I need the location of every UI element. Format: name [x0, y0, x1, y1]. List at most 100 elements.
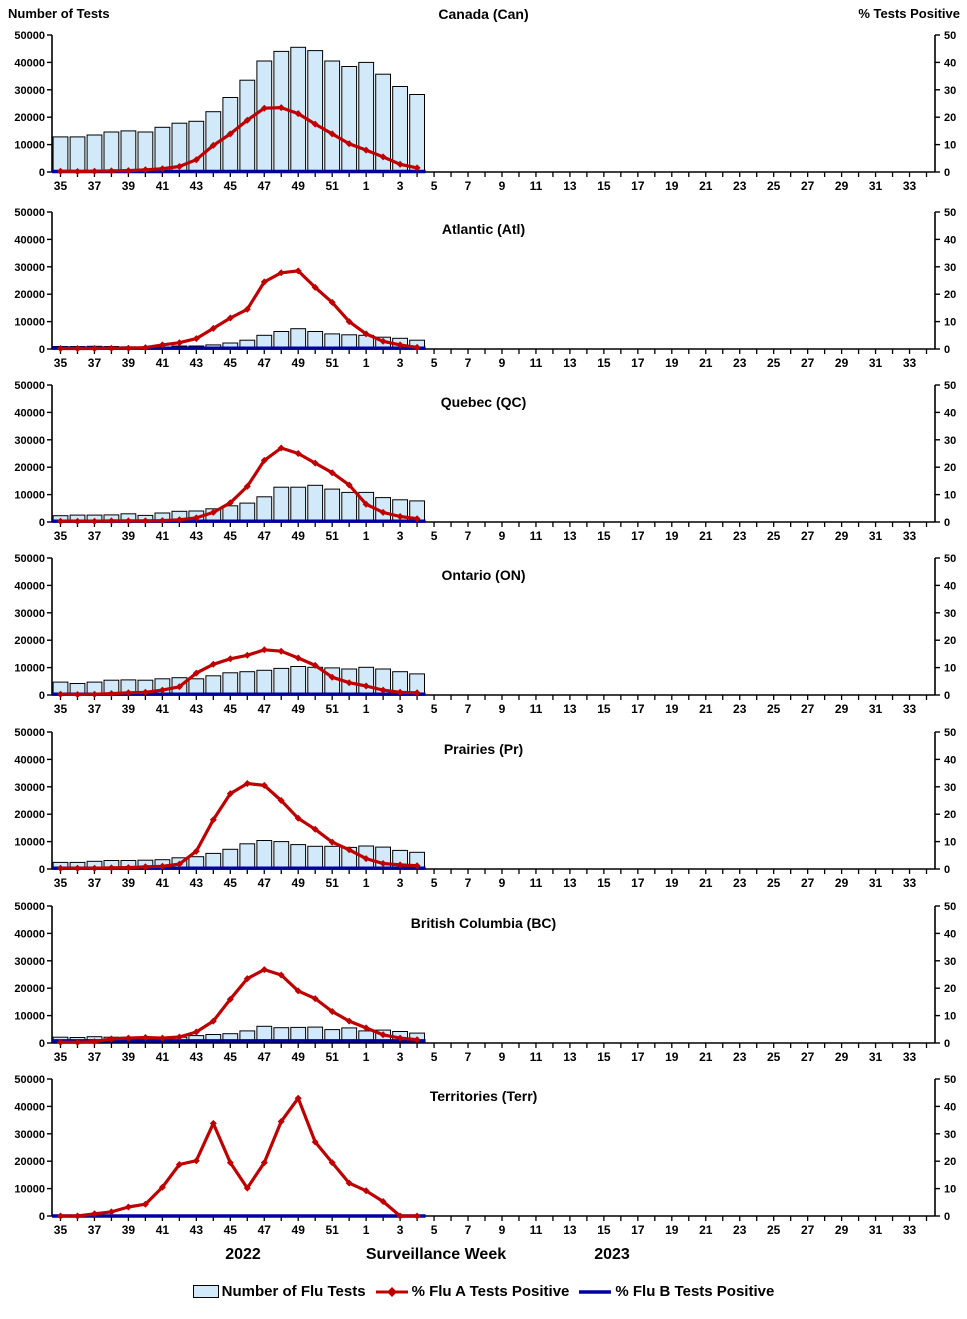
bar: [324, 488, 341, 523]
y-right-tick-label: 20: [944, 1156, 956, 1168]
flu-a-marker: [124, 1203, 132, 1211]
y-left-tick-label: 30000: [14, 956, 45, 968]
flu-a-marker: [260, 966, 268, 974]
flu-a-marker: [209, 324, 217, 332]
flu-a-marker: [345, 140, 353, 148]
x-tick-label: 39: [122, 702, 136, 716]
x-tick-label: 39: [122, 179, 136, 193]
x-tick-label: 9: [499, 179, 506, 193]
y-right-tick-label: 0: [944, 517, 950, 529]
x-tick-label: 43: [190, 356, 204, 370]
x-tick-label: 13: [563, 529, 577, 543]
x-tick-label: 11: [530, 702, 543, 716]
flu-a-marker: [91, 167, 98, 175]
panel-title-territories: Territories (Terr): [429, 1088, 538, 1104]
y-left-tick-label: 40000: [14, 407, 45, 419]
y-left-tick-label: 10000: [14, 837, 45, 849]
x-tick-label: 17: [631, 356, 645, 370]
y-left-tick-label: 20000: [14, 809, 45, 821]
flu-a-marker: [192, 847, 200, 855]
x-tick-label: 5: [431, 876, 438, 890]
flu-a-marker: [362, 1187, 370, 1195]
x-tick-label: 47: [258, 702, 272, 716]
flu-a-marker: [107, 1035, 115, 1043]
flu-a-marker: [74, 168, 81, 175]
flu-a-marker: [413, 1212, 421, 1220]
x-tick-label: 45: [224, 876, 238, 890]
x-tick-label: 9: [499, 1223, 506, 1237]
legend-item-flu-b: % Flu B Tests Positive: [578, 1283, 774, 1300]
x-tick-label: 3: [397, 702, 404, 716]
y-right-tick-label: 0: [944, 690, 950, 702]
flu-a-marker: [396, 688, 404, 696]
flu-a-marker: [57, 1212, 64, 1220]
flu-a-marker: [396, 513, 404, 520]
year-label-2023: 2023: [594, 1246, 630, 1263]
x-tick-label: 29: [835, 1050, 849, 1064]
bar: [137, 131, 154, 173]
flu-a-marker: [226, 314, 234, 322]
y-left-tick-label: 30000: [14, 782, 45, 794]
year-label-2022: 2022: [225, 1246, 261, 1263]
flu-a-marker: [107, 864, 115, 872]
y-left-tick-label: 50000: [14, 553, 45, 565]
flu-a-marker: [192, 1157, 200, 1165]
flu-a-marker: [362, 855, 370, 863]
x-tick-label: 7: [465, 356, 472, 370]
flu-a-marker: [243, 305, 251, 313]
x-tick-label: 5: [431, 356, 438, 370]
x-tick-label: 15: [597, 1223, 611, 1237]
x-tick-label: 13: [563, 702, 577, 716]
flu-a-marker: [277, 1118, 285, 1125]
x-tick-label: 25: [767, 1223, 781, 1237]
flu-a-marker: [311, 661, 319, 669]
x-tick-label: 25: [767, 529, 781, 543]
bar: [256, 669, 273, 696]
bar: [239, 671, 256, 696]
x-tick-label: 1: [363, 1223, 370, 1237]
x-tick-label: 19: [665, 702, 679, 716]
flu-a-marker: [362, 1024, 370, 1032]
x-tick-label: 49: [292, 356, 306, 370]
x-tick-label: 45: [224, 356, 238, 370]
flu-a-marker: [243, 482, 251, 490]
y-right-tick-label: 20: [944, 112, 956, 124]
flu-a-marker: [74, 517, 81, 525]
x-tick-label: 23: [733, 356, 747, 370]
y-right-tick-label: 30: [944, 608, 956, 620]
flu-a-marker: [57, 345, 64, 352]
y-left-tick-label: 30000: [14, 85, 45, 97]
x-tick-label: 51: [326, 1223, 340, 1237]
x-tick-label: 5: [431, 179, 438, 193]
y-right-tick-label: 50: [944, 553, 956, 565]
flu-a-markers: [57, 267, 421, 352]
test-count-bars: [52, 840, 426, 870]
x-tick-label: 3: [397, 1223, 404, 1237]
y-left-tick-label: 40000: [14, 1101, 45, 1113]
x-tick-label: 43: [190, 1050, 204, 1064]
flu-a-marker: [175, 1161, 183, 1168]
flu-a-marker: [226, 130, 234, 138]
x-tick-label: 19: [665, 179, 679, 193]
flu-a-marker: [328, 1159, 336, 1167]
flu-a-marker: [175, 339, 183, 347]
x-tick-label: 1: [363, 179, 370, 193]
bar: [256, 496, 273, 523]
y-left-tick-label: 30000: [14, 262, 45, 274]
flu-a-marker: [74, 691, 81, 698]
bar: [273, 667, 290, 696]
bar: [273, 841, 290, 870]
bar: [324, 845, 341, 870]
x-tick-label: 7: [465, 876, 472, 890]
panel-title-canada: Canada (Can): [438, 6, 529, 22]
x-tick-label: 27: [801, 1050, 815, 1064]
bar: [273, 50, 290, 173]
legend-label-flu-a: % Flu A Tests Positive: [411, 1283, 570, 1300]
flu-a-marker: [124, 517, 132, 525]
y-right-tick-label: 30: [944, 85, 956, 97]
x-tick-label: 47: [258, 179, 272, 193]
bar: [222, 848, 239, 870]
x-tick-label: 27: [801, 702, 815, 716]
bar: [307, 845, 324, 870]
